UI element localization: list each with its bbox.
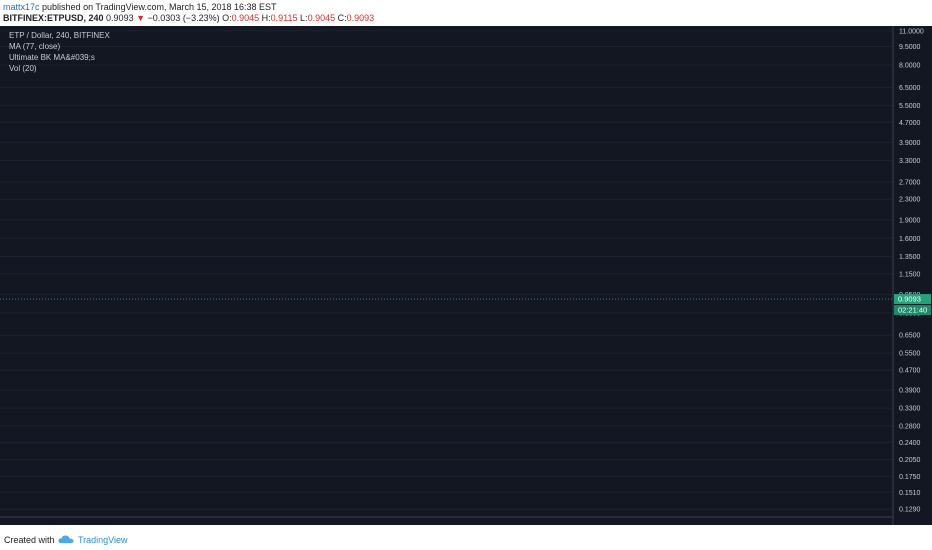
y-tick-label: 0.1510 [899, 490, 921, 497]
y-tick-label: 8.0000 [899, 63, 921, 70]
legend-ma[interactable]: MA (77, close) [9, 42, 60, 51]
ohlc-line: BITFINEX:ETPUSD, 240 0.9093 ▼ −0.0303 (−… [3, 13, 374, 23]
high-value: 0.9115 [270, 13, 298, 23]
open-label: O: [222, 13, 232, 23]
chart-background [0, 26, 932, 525]
author-link[interactable]: mattx17c [3, 2, 40, 12]
low-label: L: [300, 13, 308, 23]
y-tick-label: 1.3500 [899, 254, 921, 261]
y-tick-label: 3.9000 [899, 140, 921, 147]
y-tick-label: 6.5000 [899, 85, 921, 92]
open-value: 0.9045 [231, 13, 260, 23]
y-tick-label: 0.6500 [899, 333, 921, 340]
y-tick-label: 0.5500 [899, 351, 921, 358]
tradingview-cloud-icon [58, 535, 74, 543]
y-tick-label: 0.1750 [899, 474, 921, 481]
y-tick-label: 0.3900 [899, 388, 921, 395]
close-value: 0.9093 [346, 13, 375, 23]
close-label: C: [337, 13, 347, 23]
y-tick-label: 11.0000 [899, 28, 924, 35]
change-value: −0.0303 (−3.23%) [147, 13, 220, 23]
last-price: 0.9093 [106, 13, 134, 23]
last-price-tag: 0.9093 02:21:40 [894, 294, 931, 316]
y-tick-label: 0.2800 [899, 423, 921, 430]
indicator-legend: ETP / Dollar, 240, BITFINEX MA (77, clos… [9, 31, 110, 73]
high-label: H: [261, 13, 271, 23]
legend-volume[interactable]: Vol (20) [9, 64, 37, 73]
y-tick-label: 2.7000 [899, 179, 921, 186]
y-tick-label: 3.3000 [899, 158, 921, 165]
low-value: 0.9045 [307, 13, 336, 23]
created-with-label: Created with [4, 535, 55, 545]
price-chart[interactable]: 11.0000 9.5000 8.0000 6.5000 5.5000 4.7000 3.9… [0, 26, 932, 525]
publish-info: published on TradingView.com, March 15, … [42, 2, 277, 12]
y-tick-label: 9.5000 [899, 44, 921, 51]
bar-countdown-label: 02:21:40 [898, 306, 927, 315]
last-price-label: 0.9093 [898, 295, 921, 304]
chart-footer: Created with TradingView [0, 528, 932, 550]
y-tick-label: 0.2050 [899, 457, 921, 464]
down-arrow-icon: ▼ [136, 13, 146, 23]
grid-lines [0, 30, 893, 510]
y-tick-label: 1.1500 [899, 271, 921, 278]
y-tick-label: 0.3300 [899, 406, 921, 413]
y-tick-label: 0.4700 [899, 368, 921, 375]
y-tick-label: 0.1290 [899, 507, 921, 514]
y-tick-label: 4.7000 [899, 120, 921, 127]
y-tick-label: 0.2400 [899, 440, 921, 447]
publish-line: mattx17c published on TradingView.com, M… [3, 2, 277, 12]
symbol-label: BITFINEX:ETPUSD, 240 [3, 13, 104, 23]
tradingview-brand[interactable]: TradingView [78, 535, 128, 545]
y-tick-label: 1.6000 [899, 236, 921, 243]
y-tick-label: 5.5000 [899, 103, 921, 110]
y-tick-label: 1.9000 [899, 217, 921, 224]
legend-title: ETP / Dollar, 240, BITFINEX [9, 31, 110, 40]
y-tick-label: 2.3000 [899, 197, 921, 204]
price-axis[interactable]: 11.0000 9.5000 8.0000 6.5000 5.5000 4.7000 3.9… [899, 28, 924, 513]
chart-header: mattx17c published on TradingView.com, M… [0, 0, 932, 26]
legend-ultimate[interactable]: Ultimate BK MA&#039;s [9, 53, 95, 62]
